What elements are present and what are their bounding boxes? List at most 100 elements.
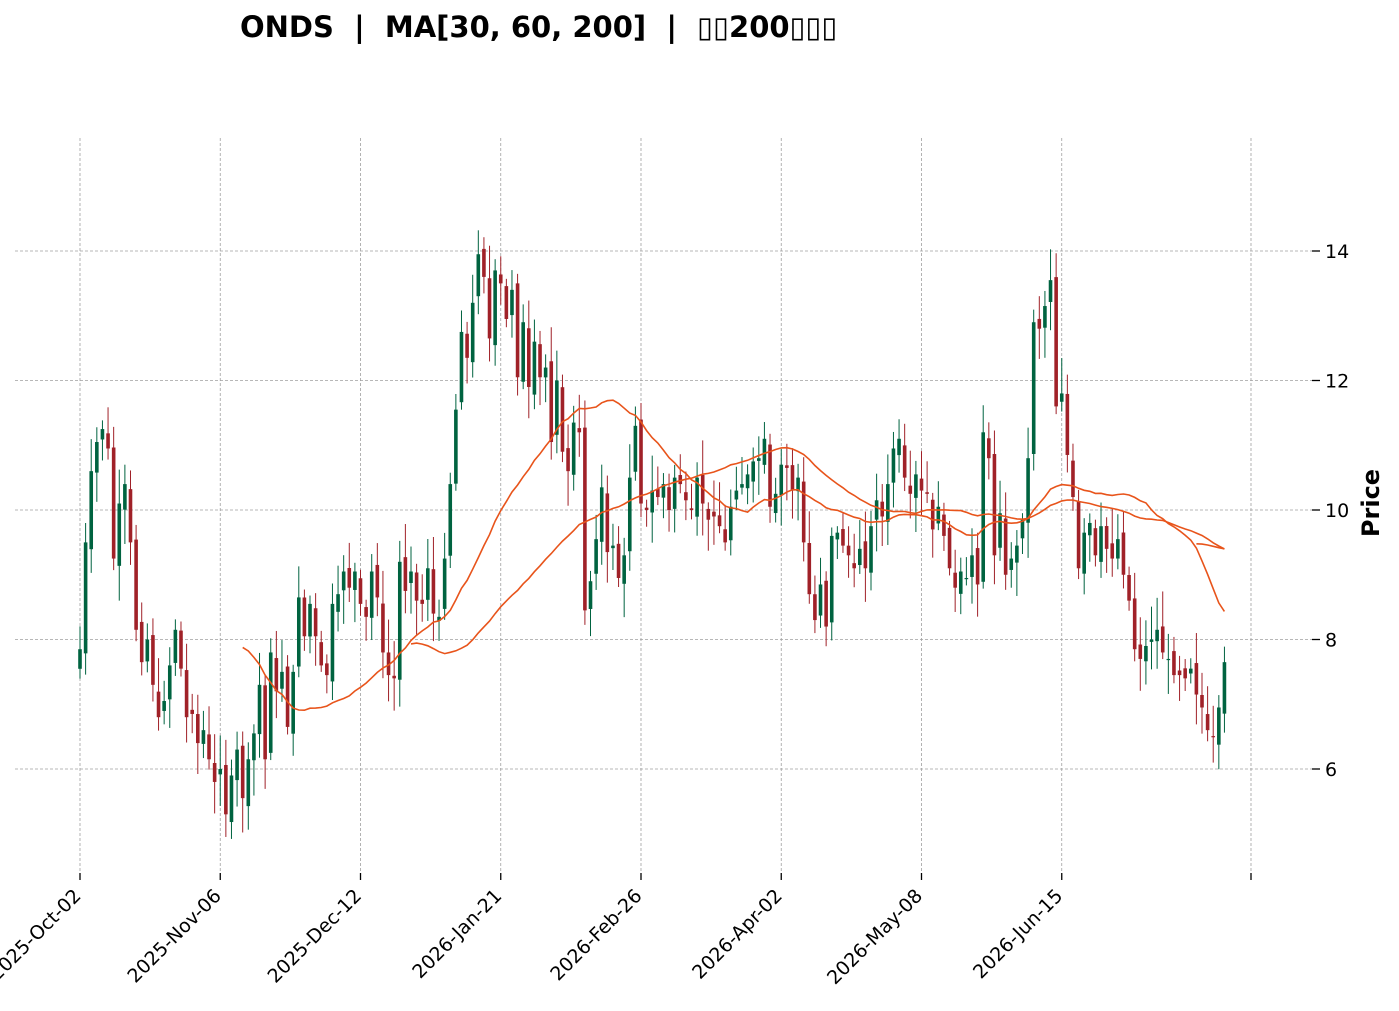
candle-body [785,465,789,468]
x-tick-label: 2026-Jun-15 [969,885,1067,983]
candle-body [106,433,110,449]
candle-body [111,447,116,559]
candle-body [1205,714,1210,731]
candle-body [83,542,88,654]
y-tick-label: 12 [1325,371,1349,393]
x-tick-label: 2026-Jan-21 [408,885,506,983]
candle-body [919,478,924,491]
candle-body [381,603,385,653]
candle-body [964,577,969,580]
candle-body [622,555,626,584]
candle-body [1015,545,1019,563]
candle-body [201,730,206,744]
candle-body [734,490,739,500]
candle-body [1076,501,1081,569]
candle-body [672,477,677,509]
candle-body [936,506,941,524]
candle-body [627,477,632,552]
candle-body [375,564,380,598]
candle-body [886,484,890,522]
candle-body [594,539,598,574]
candle-body [117,503,122,566]
candle-body [1127,575,1131,601]
candle-body [650,490,655,513]
candle-body [656,488,660,498]
moving-average-line [410,446,1225,655]
candle-body [902,445,907,478]
candle-body [347,568,352,588]
chart-title: ONDS | MA[30, 60, 200] | ▯▯200▯▯▯ [240,10,838,44]
candle-body [274,658,279,692]
candle-body [1116,539,1120,559]
candle-body [723,529,727,543]
candle-body [1071,460,1075,498]
candle-body [1082,532,1086,574]
candle-body [863,541,868,569]
candle-body [167,665,172,700]
moving-average-lines [242,399,1226,712]
x-tick-label: 2026-May-08 [823,885,927,989]
candle-body [566,448,570,472]
candle-body [695,477,699,517]
candle-body [532,341,537,395]
candle-body [353,571,357,590]
candle-body [414,572,419,601]
candle-body [313,608,318,637]
candle-body [1166,658,1171,661]
x-tick-label: 2025-Nov-06 [123,885,225,987]
candle-body [762,438,767,465]
candle-body [285,666,290,727]
candle-body [818,584,823,616]
candle-body [925,492,929,494]
candle-body [229,775,234,823]
candle-body [179,630,183,669]
candle-body [302,597,307,637]
candle-body [689,508,694,510]
candle-body [465,333,469,358]
candle-body [1059,393,1064,402]
candle-body [89,471,94,550]
candle-body [740,484,744,488]
candle-body [498,274,503,284]
candle-body [728,506,733,541]
candle-body [1217,707,1221,745]
candle-body [128,489,133,543]
candle-body [1160,626,1165,653]
candle-body [257,684,262,735]
candle-body [757,458,761,461]
candle-body [611,545,615,549]
candle-body [1194,663,1199,695]
candle-body [1054,277,1058,407]
candle-body [605,493,610,553]
candle-body [431,569,436,614]
x-tick-label: 2026-Apr-02 [688,885,787,984]
candle-body [442,558,447,609]
candle-body [745,474,750,489]
candle-body [1093,528,1098,556]
candle-body [224,764,228,815]
candle-body [639,419,643,504]
candle-body [268,652,273,753]
candle-body [207,734,211,760]
candle-body [100,429,105,440]
candle-body [196,714,200,744]
x-tick-label: 2025-Dec-12 [263,885,366,988]
candle-body [981,432,986,582]
candle-body [95,442,99,473]
candle-body [891,448,896,483]
candle-body [386,652,391,676]
candle-body [869,526,873,573]
candle-body [1177,670,1182,676]
candle-body [1003,518,1008,575]
candle-body [829,535,834,623]
candle-body [1037,318,1042,329]
candle-body [420,599,425,604]
candle-body [527,328,531,387]
candle-body [1065,393,1070,455]
x-tick-label: 2026-Feb-26 [546,885,646,985]
candle-body [246,759,251,807]
y-axis-label: Price [1357,469,1385,537]
candle-body [953,572,957,588]
candle-body [409,571,413,584]
candle-body [661,484,666,498]
